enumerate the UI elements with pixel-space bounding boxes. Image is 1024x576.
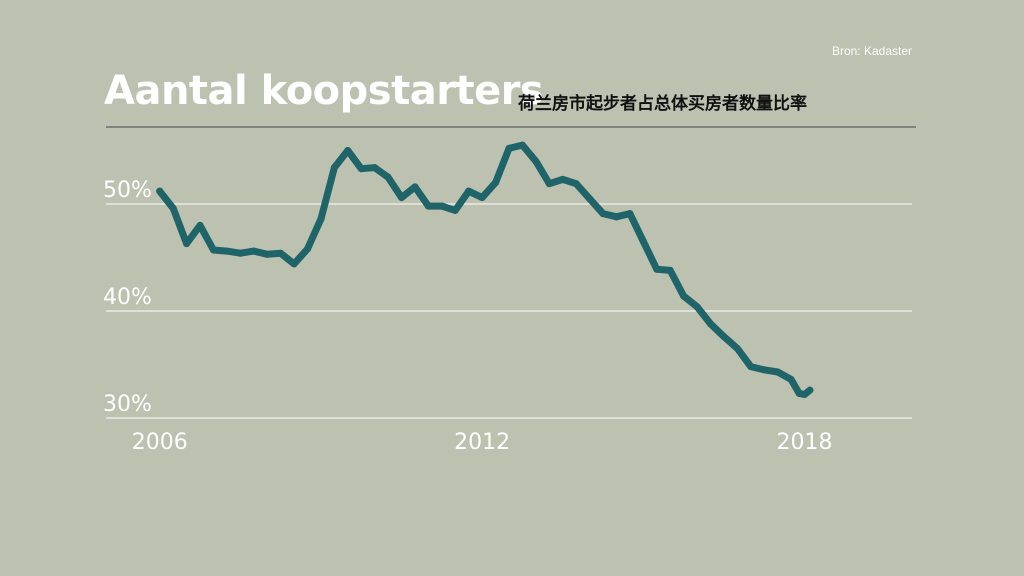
data-point: [357, 165, 365, 173]
data-point: [801, 390, 809, 398]
data-point: [263, 250, 271, 258]
data-point: [398, 194, 406, 202]
data-point: [733, 344, 741, 352]
x-tick-label: 2012: [454, 430, 510, 455]
grid-lines: [106, 203, 912, 419]
data-point: [532, 157, 540, 165]
chart-title: Aantal koopstarters: [104, 68, 544, 114]
data-point: [720, 333, 728, 341]
data-point: [183, 240, 191, 248]
data-point: [344, 147, 352, 154]
data-point: [317, 215, 325, 223]
data-point: [518, 141, 526, 149]
x-tick-label: 2018: [777, 430, 833, 455]
title-divider: [106, 126, 916, 128]
data-point: [223, 247, 231, 255]
data-point: [209, 246, 217, 254]
data-point: [693, 303, 701, 311]
y-tick-label: 50%: [103, 178, 152, 203]
data-point: [156, 187, 164, 195]
data-point: [666, 266, 674, 274]
data-point: [277, 249, 285, 257]
data-point: [653, 265, 661, 273]
data-point: [559, 175, 567, 183]
data-point: [438, 202, 446, 210]
data-point: [639, 237, 647, 245]
data-point: [304, 245, 311, 253]
data-point: [747, 363, 755, 371]
data-point: [612, 213, 620, 221]
data-point: [371, 164, 379, 172]
source-label: Bron: Kadaster: [831, 44, 912, 58]
chart-subtitle: 荷兰房市起步者占总体买房者数量比率: [518, 94, 807, 114]
data-point: [492, 179, 500, 187]
data-point: [236, 249, 244, 257]
y-tick-label: 30%: [103, 392, 152, 417]
data-point: [787, 375, 795, 383]
data-point: [806, 386, 814, 394]
data-point: [465, 187, 473, 195]
data-point: [795, 389, 803, 397]
series-line: [156, 141, 814, 398]
data-point: [760, 366, 768, 374]
data-point: [545, 180, 553, 188]
x-axis-labels: 2006 2012 2018: [132, 430, 833, 455]
data-point: [196, 221, 204, 229]
data-point: [680, 292, 688, 300]
data-point: [424, 202, 432, 210]
data-point: [478, 194, 486, 202]
data-point: [586, 195, 594, 203]
data-point: [572, 180, 580, 188]
data-point: [330, 164, 338, 172]
data-point: [411, 183, 419, 191]
data-point: [169, 204, 177, 212]
data-point: [599, 210, 607, 218]
data-point: [626, 210, 634, 218]
x-tick-label: 2006: [132, 430, 188, 455]
series-layer: [156, 141, 814, 398]
y-axis-labels: 30% 40% 50%: [103, 178, 152, 417]
data-point: [451, 206, 459, 214]
y-tick-label: 40%: [103, 285, 152, 310]
data-point: [707, 320, 714, 328]
data-point: [505, 144, 513, 152]
data-point: [384, 173, 392, 181]
data-point: [774, 368, 782, 376]
data-point: [290, 260, 298, 268]
data-point: [250, 247, 258, 255]
